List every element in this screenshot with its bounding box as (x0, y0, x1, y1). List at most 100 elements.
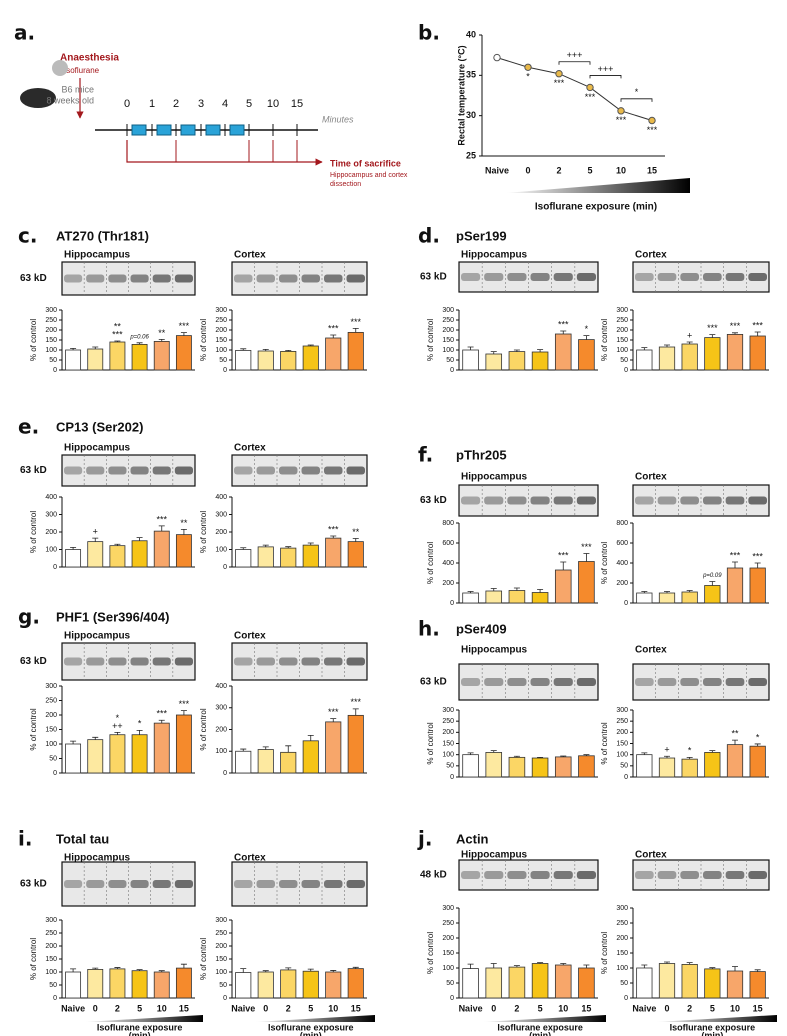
x-tick-label: 2 (286, 1003, 291, 1013)
y-label: % of control (199, 511, 208, 553)
bar (257, 971, 274, 999)
error-bar (262, 544, 269, 547)
y-label: % of control (600, 932, 609, 974)
y-tick-label: 100 (442, 752, 454, 759)
exposure-box (131, 124, 147, 136)
bar (109, 734, 126, 774)
bracket (589, 75, 622, 79)
bar (508, 966, 526, 999)
y-tick-label: 0 (53, 564, 57, 571)
bar (302, 970, 319, 999)
error-bar (307, 344, 314, 346)
y-tick-label: 100 (215, 546, 227, 553)
y-tick-label: 300 (442, 307, 454, 314)
blot-band (256, 657, 275, 666)
error-bar (352, 708, 359, 716)
blot-band (507, 273, 527, 281)
error-bar (285, 350, 292, 352)
blot-band (346, 657, 365, 666)
x-label: (min) (129, 1030, 151, 1036)
y-tick-label: 0 (53, 995, 57, 1002)
error-bar (583, 553, 590, 562)
bar (347, 714, 364, 774)
dissection: Hippocampus and cortex (330, 172, 408, 179)
error-bar (560, 330, 567, 334)
bar (131, 540, 148, 568)
y-tick-label: 150 (442, 950, 454, 957)
error-bar (583, 335, 590, 340)
annotation: *** (616, 115, 627, 125)
error-bar (352, 328, 359, 333)
annotation: *** (730, 321, 741, 331)
age: 8 weeks old (46, 95, 94, 105)
annotation: *** (730, 550, 741, 560)
y-tick-label: 300 (215, 917, 227, 924)
error-bar (180, 528, 187, 535)
y-tick-label: 300 (45, 307, 57, 314)
x-tick-label: Naive (61, 1003, 85, 1013)
y-tick-label: 150 (45, 726, 57, 733)
x-label: Isoflurane exposure (670, 1022, 756, 1032)
blot-band (301, 466, 320, 475)
bar (325, 721, 342, 774)
y-tick-label: 100 (442, 347, 454, 354)
annotation: *** (585, 92, 596, 102)
wedge (655, 1015, 777, 1022)
blot-band (346, 466, 365, 475)
blot-band (576, 496, 596, 505)
bar (578, 339, 595, 371)
x-tick-label: 2 (687, 1003, 692, 1013)
annotation: *** (581, 542, 592, 552)
y-tick-label: 50 (219, 357, 227, 364)
y-label: % of control (600, 722, 609, 764)
blot-band (86, 466, 105, 475)
error-bar (307, 734, 314, 741)
bar (87, 969, 104, 999)
point (586, 83, 594, 92)
error-bar (114, 543, 121, 546)
blot-band (130, 657, 149, 666)
timepoints: 0 1 2 3 4 5 10 15 (124, 98, 303, 162)
panel-label: f. (418, 443, 433, 467)
y-tick-label: 250 (442, 317, 454, 324)
time-label: 4 (222, 98, 228, 110)
error-bar (240, 348, 247, 351)
panel-label: a. (14, 21, 35, 45)
bar (658, 963, 676, 999)
blot-band (64, 274, 83, 283)
bar (235, 549, 252, 568)
x-tick-label: Naive (231, 1003, 255, 1013)
blot-band (553, 871, 573, 879)
annotation: * (138, 719, 142, 729)
bar (325, 337, 342, 371)
blot-label: 48 kD (420, 870, 447, 881)
time-label: 5 (246, 98, 252, 110)
bar (257, 749, 274, 774)
x-tick-label: 10 (730, 1003, 740, 1013)
error-bar (352, 538, 359, 542)
error-bar (158, 339, 165, 342)
error-bar (240, 547, 247, 550)
error-bar (114, 340, 121, 342)
bar (175, 714, 192, 774)
blot-band (553, 678, 573, 686)
annotation: ** (114, 321, 122, 331)
y-tick-label: 200 (215, 327, 227, 334)
error-bar (732, 332, 738, 335)
error-bar (262, 746, 269, 750)
bar (325, 971, 342, 999)
bar (235, 972, 252, 999)
y-tick-label: 300 (45, 511, 57, 518)
strain: B6 mice (61, 84, 94, 94)
y-tick-label: 0 (450, 995, 454, 1002)
agent: Isoflurane (64, 66, 100, 75)
y-tick-label: 0 (53, 367, 57, 374)
schematic: a. Anaesthesia Isoflurane B6 mice 8 week… (14, 21, 408, 188)
blot-label: 63 kD (420, 272, 447, 283)
y-label: % of control (426, 932, 435, 974)
y-tick-label: 250 (45, 317, 57, 324)
blot-band (635, 496, 654, 505)
wedge (84, 1015, 203, 1022)
y-tick-label: 250 (616, 718, 628, 725)
blot-band (174, 880, 193, 888)
